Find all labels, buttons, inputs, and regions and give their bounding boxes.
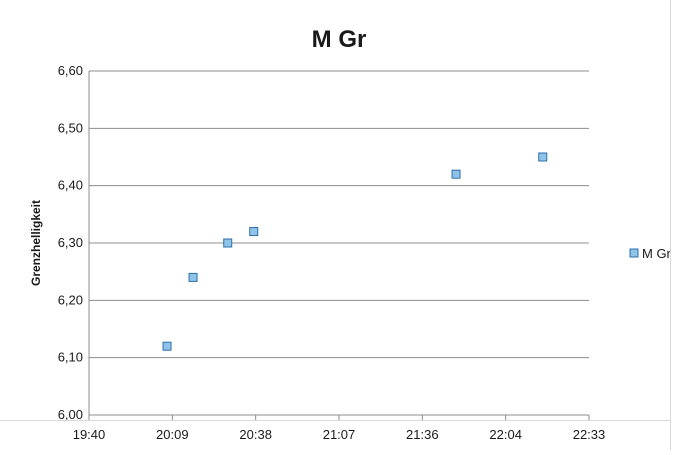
x-tick-label: 19:40: [73, 427, 106, 442]
grid-layer: [89, 70, 589, 416]
legend-marker: [629, 248, 639, 258]
data-point-marker: [451, 169, 461, 179]
data-point-marker: [538, 152, 548, 162]
y-tick-label: 6,60: [58, 63, 83, 78]
y-axis-label: Grenzhelligkeit: [29, 200, 43, 286]
y-tick-label: 6,00: [58, 407, 83, 422]
y-tick-label: 6,40: [58, 178, 83, 193]
x-tick-label: 20:38: [239, 427, 272, 442]
x-tick-label: 22:04: [489, 427, 522, 442]
chart-frame-bottom: [0, 420, 671, 421]
data-point-marker: [249, 227, 259, 237]
y-tick-label: 6,20: [58, 292, 83, 307]
legend: M Gr: [629, 246, 672, 261]
x-tick-label: 22:33: [573, 427, 606, 442]
y-tick-label: 6,30: [58, 235, 83, 250]
data-point-marker: [162, 341, 172, 351]
y-tick-label: 6,50: [58, 120, 83, 135]
data-point-marker: [188, 272, 198, 282]
x-tick-label: 21:07: [323, 427, 356, 442]
axis-layer: 6,00 6,10 6,20 6,30 6,40 6,50 6,60 19:40 20:09 20…: [58, 63, 606, 442]
legend-label: M Gr: [642, 246, 672, 261]
x-tick-label: 20:09: [156, 427, 189, 442]
marker-layer: [162, 152, 548, 351]
y-tick-label: 6,10: [58, 350, 83, 365]
data-point-marker: [223, 238, 233, 248]
chart-title: M Gr: [312, 26, 367, 53]
chart-frame-right: [670, 0, 671, 450]
x-tick-label: 21:36: [406, 427, 439, 442]
